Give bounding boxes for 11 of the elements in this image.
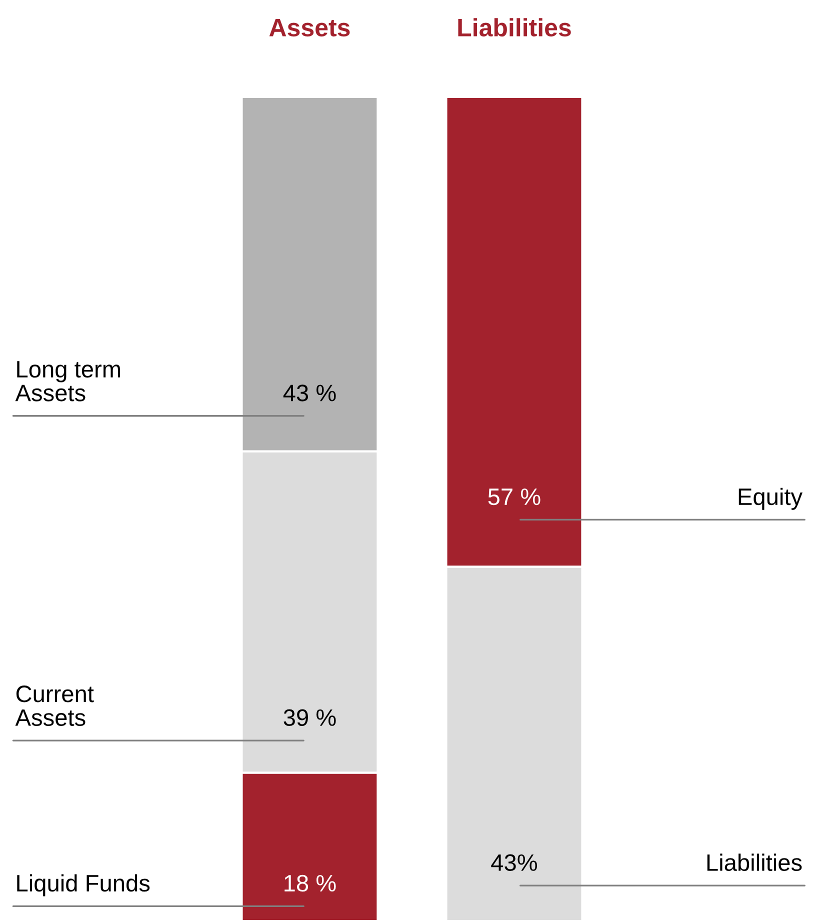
- text: Liabilities: [707, 854, 802, 872]
- data-label: 43 %: [283, 384, 336, 402]
- data-label: 39 %: [284, 709, 336, 726]
- text: Equity: [738, 488, 803, 510]
- x-tick-label: Assets: [269, 19, 350, 37]
- data-label: 18 %: [284, 874, 336, 892]
- data-label: 57 %: [488, 488, 540, 506]
- data-label: 43%: [491, 854, 538, 872]
- text: Liquid Funds: [17, 874, 150, 896]
- text: Long term Assets: [15, 361, 120, 402]
- text: Current Assets: [15, 686, 94, 726]
